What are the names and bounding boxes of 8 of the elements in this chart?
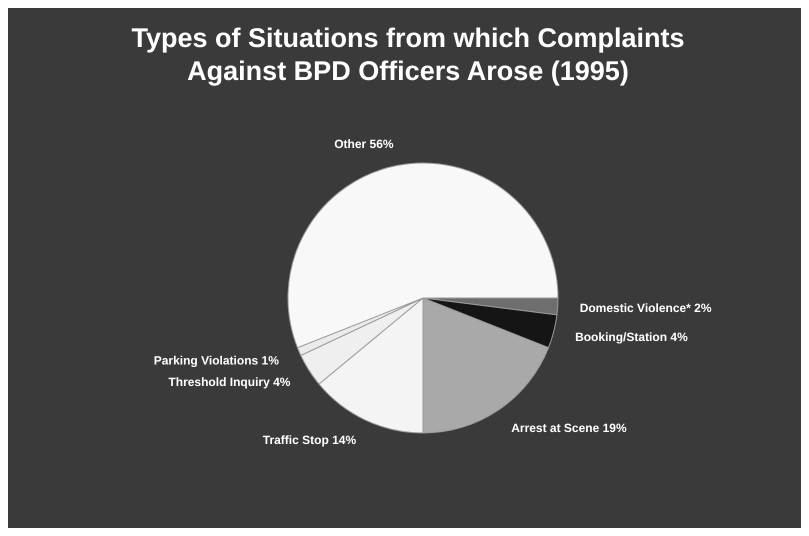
slice-label: Arrest at Scene 19%: [511, 420, 627, 435]
slice-label: Traffic Stop 14%: [262, 433, 356, 448]
slice-label: Threshold Inquiry 4%: [168, 375, 291, 390]
slice-label: Domestic Violence* 2%: [580, 300, 712, 315]
slice-label: Parking Violations 1%: [154, 353, 280, 368]
slice-label: Booking/Station 4%: [575, 330, 688, 344]
slice-label: Other 56%: [334, 136, 394, 151]
chart-title: Types of Situations from which Complaints Against BPD Officers Arose (1995): [130, 22, 686, 88]
